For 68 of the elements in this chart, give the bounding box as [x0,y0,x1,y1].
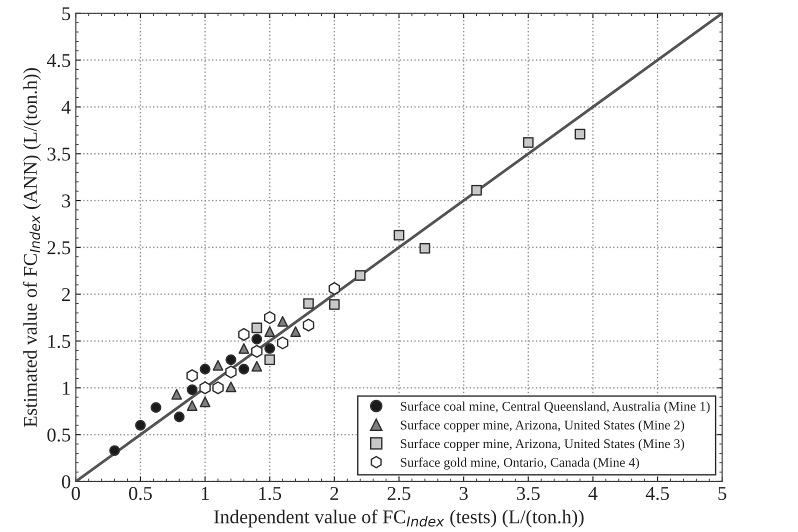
point [328,282,340,296]
point [290,326,301,337]
point [200,396,210,408]
point [303,298,314,309]
point [251,334,262,344]
x-tick-label: 1 [202,486,209,500]
point [186,369,198,382]
y-tick-label: 1 [62,382,70,395]
point [212,381,224,394]
x-tick-label: 4 [588,487,598,500]
point [251,360,262,372]
x-tick-label: 1.5 [259,486,282,500]
point [276,336,288,350]
point [302,318,314,332]
y-tick-label: 5 [62,7,70,20]
point [420,242,430,254]
x-tick-label: 3.5 [517,486,540,500]
point [264,311,276,324]
point [264,343,276,354]
y-tick-label: 2.5 [47,241,70,254]
point [212,360,224,371]
point [226,354,236,366]
y-tick-label: 0 [62,475,70,488]
point [354,270,366,281]
y-axis-title: Estimated value of FC$_{Index}$ (ANN) (L/(ton.h)) [23,68,41,427]
legend-label: Surface copper mine, Arizona, United States (Mine 2) [400,420,684,432]
point [264,326,276,337]
y-tick-label: 3.5 [48,148,70,161]
point [225,365,237,378]
point [135,420,146,431]
x-tick-label: 4.5 [646,487,669,500]
point [174,412,185,422]
point [150,402,162,413]
legend-label: Surface gold mine, Ontario, Canada (Mine 4) [400,457,640,470]
point [226,382,236,392]
point [394,230,404,241]
y-tick-label: 0.5 [47,428,70,442]
point [329,299,340,310]
point [186,400,198,411]
point [109,445,120,456]
x-tick-label: 0.5 [129,486,152,500]
point [471,184,482,196]
y-tick-label: 2 [62,288,70,301]
x-tick-label: 0 [72,486,80,500]
x-tick-label: 2.5 [388,486,410,500]
x-tick-label: 5 [718,487,726,500]
point [238,328,250,341]
point [171,389,182,400]
x-tick-label: 3 [460,486,468,500]
point [238,343,250,354]
legend-label: Surface copper mine, Arizona, United States (Mine 3) [400,438,684,451]
point [251,344,263,358]
y-tick-label: 1.5 [48,334,70,348]
point [264,354,276,366]
legend-label: Surface coal mine, Central Queensland, Australia (Mine 1) [400,401,710,414]
x-axis-title: Independent value of FC$_{Index}$ (tests) (L/(ton.h)) [214,510,584,528]
point [277,316,288,327]
x-tick-label: 2 [330,486,338,500]
point [522,137,534,148]
y-tick-label: 3 [62,194,70,208]
point [200,364,210,374]
point [238,364,250,374]
y-tick-label: 4.5 [47,54,70,68]
point [199,381,211,394]
point [574,128,586,140]
point [186,384,198,396]
point [251,322,262,334]
y-tick-label: 4 [62,100,71,114]
